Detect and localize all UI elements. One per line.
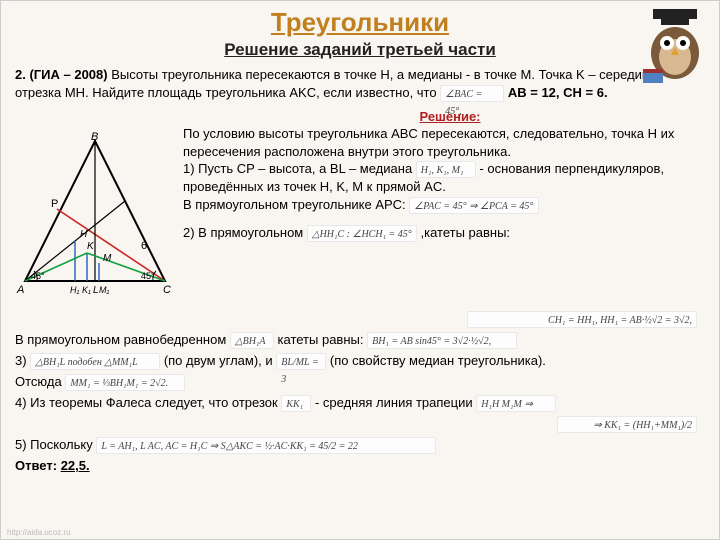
final-formula: L = AH₁, L AC, AC = H₁C ⇒ S△AKC = ½·AC·K…	[96, 437, 436, 454]
svg-text:45°: 45°	[141, 271, 155, 281]
pac-formula: ∠PAC = 45° ⇒ ∠PCA = 45°	[409, 197, 539, 214]
step-5: 5) Поскольку L = AH₁, L AC, AC = H₁C ⇒ S…	[15, 436, 705, 454]
problem-statement: 2. (ГИА – 2008) Высоты треугольника пере…	[15, 66, 705, 102]
svg-text:K₁: K₁	[82, 285, 91, 295]
svg-text:M: M	[103, 253, 112, 264]
sim-formula: △BH₁L подобен △MM₁L	[30, 353, 160, 370]
svg-text:C: C	[163, 284, 171, 296]
solution-text: По условию высоты треугольника ABC перес…	[183, 125, 705, 306]
step-3: 3) △BH₁L подобен △MM₁L (по двум углам), …	[15, 352, 705, 370]
svg-text:45°: 45°	[31, 271, 45, 281]
answer-line: Ответ: 22,5.	[15, 457, 705, 475]
hkm-formula: H₁, K₁, M₁	[416, 161, 476, 178]
footer-url: http://aida.ucoz.ru	[7, 528, 71, 537]
solution-label: Решение:	[195, 108, 705, 126]
kk1eq-formula: ⇒ KK₁ = (HH₁+MM₁)/2	[557, 416, 697, 433]
step-3b: Отсюда MM₁ = ⅓BH₁M₁ = 2√2.	[15, 373, 705, 391]
angle-formula: ∠BAC = 45°,	[440, 85, 504, 102]
hh1c-formula: △HH₁C : ∠HCH₁ = 45°	[307, 225, 417, 242]
content-area: 2. (ГИА – 2008) Высоты треугольника пере…	[1, 60, 719, 475]
step-2b: В прямоугольном равнобедренном △BH₁A кат…	[15, 331, 705, 349]
step-2: 2) В прямоугольном △HH₁C : ∠HCH₁ = 45° ,…	[183, 224, 705, 242]
bh1a-formula: △BH₁A	[230, 332, 274, 349]
kk1-formula: KK₁	[281, 395, 311, 412]
mm1-formula: MM₁ = ⅓BH₁M₁ = 2√2.	[65, 374, 185, 391]
solution-lower: CH₁ = HH₁, HH₁ = AB·½√2 = 3√2, В прямоуг…	[15, 310, 705, 475]
step-4: 4) Из теоремы Фалеса следует, что отрезо…	[15, 394, 705, 412]
trap-formula: H₁H M₁M ⇒	[476, 395, 556, 412]
ratio-formula: BL/ML = 3	[276, 353, 326, 370]
svg-text:M₁: M₁	[99, 285, 109, 295]
page-subtitle: Решение заданий третьей части	[1, 40, 719, 60]
svg-text:K: K	[87, 241, 95, 252]
step-intro: По условию высоты треугольника ABC перес…	[183, 125, 705, 160]
svg-text:A: A	[16, 284, 24, 296]
svg-text:B: B	[91, 131, 98, 143]
bh1-formula: BH₁ = AB sin45° = 3√2·½√2,	[367, 332, 517, 349]
svg-text:P: P	[51, 198, 58, 210]
triangle-figure: B A C P H K M L H₁ K₁ M₁ 45° 45° 6	[15, 131, 175, 306]
svg-text:L: L	[93, 285, 99, 296]
problem-given: AB = 12, CH = 6.	[508, 85, 608, 100]
svg-text:H₁: H₁	[70, 285, 79, 295]
step-1b: В прямоугольном треугольнике APC: ∠PAC =…	[183, 196, 705, 214]
svg-text:H: H	[80, 229, 88, 240]
ch1-formula: CH₁ = HH₁, HH₁ = AB·½√2 = 3√2,	[467, 311, 697, 328]
svg-text:6: 6	[141, 240, 147, 252]
problem-ref: 2. (ГИА – 2008)	[15, 67, 108, 82]
step-1: 1) Пусть CP – высота, а BL – медиана H₁,…	[183, 160, 705, 196]
page-title: Треугольники	[1, 1, 719, 38]
owl-mascot	[639, 7, 711, 92]
